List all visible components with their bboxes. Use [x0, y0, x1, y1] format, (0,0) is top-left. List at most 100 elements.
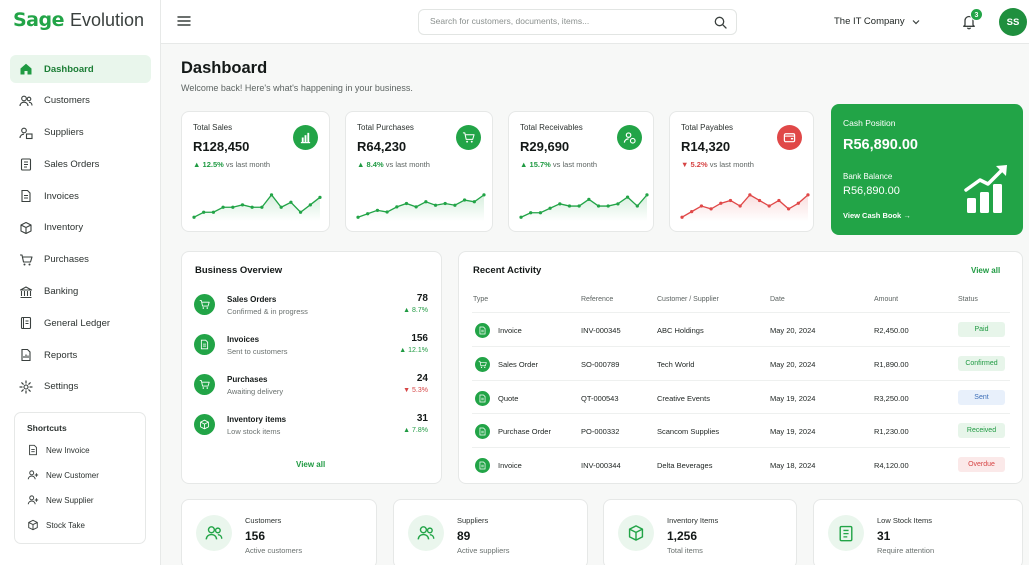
- kpi-change-value: 8.4%: [366, 160, 384, 169]
- app-logo[interactable]: Sage Evolution: [13, 9, 144, 35]
- sidebar-item-purchases[interactable]: Purchases: [10, 246, 151, 274]
- sidebar-item-dashboard[interactable]: Dashboard: [10, 55, 151, 83]
- row-party: Scancom Supplies: [657, 427, 720, 437]
- sidebar-item-reports[interactable]: Reports: [10, 341, 151, 369]
- menu-icon[interactable]: [177, 14, 191, 28]
- table-row[interactable]: Sales Order SO-000789 Tech World May 20, 20…: [472, 345, 1010, 380]
- stat-card-customers[interactable]: Customers 156 Active customers: [181, 499, 377, 565]
- box-icon: [618, 515, 654, 551]
- table-row[interactable]: Invoice INV-000345 ABC Holdings May 20, 202…: [472, 312, 1010, 346]
- sparkline-point: [404, 201, 409, 206]
- row-type: Quote: [498, 393, 519, 403]
- sparkline-point: [414, 205, 418, 209]
- sidebar-item-general-ledger[interactable]: General Ledger: [10, 309, 151, 337]
- clipboard-icon: [828, 515, 864, 551]
- clipboard-icon: [19, 157, 33, 171]
- wallet-icon: [777, 125, 802, 150]
- table-row[interactable]: Quote QT-000543 Creative Events May 19, 202…: [472, 379, 1010, 414]
- home-icon: [19, 62, 33, 76]
- row-reference[interactable]: PO-000332: [581, 427, 620, 437]
- page-subtitle: Welcome back! Here's what's happening in…: [181, 83, 413, 93]
- status-badge: Received: [958, 423, 1005, 439]
- logo-mark: Sage: [13, 9, 65, 31]
- stat-title: Suppliers: [457, 516, 489, 525]
- row-reference[interactable]: INV-000345: [581, 326, 621, 335]
- shortcut-stock-take[interactable]: Stock Take: [27, 517, 145, 533]
- sparkline-point: [548, 206, 552, 210]
- sparkline-point: [616, 202, 620, 206]
- sidebar-item-inventory[interactable]: Inventory: [10, 214, 151, 242]
- overview-view-all-link[interactable]: View all: [296, 460, 326, 469]
- top-bar: The IT Company 3 SS: [161, 0, 1029, 44]
- sparkline-point: [587, 197, 591, 201]
- sidebar-item-sales-orders[interactable]: Sales Orders: [10, 150, 151, 178]
- kpi-card-total-purchases[interactable]: Total Purchases R64,230 ▲ 8.4% vs last mon…: [345, 111, 493, 232]
- sidebar-item-label: Inventory: [44, 222, 84, 234]
- row-reference[interactable]: SO-000789: [581, 359, 620, 369]
- sidebar-item-customers[interactable]: Customers: [10, 87, 151, 115]
- stat-card-inventory-items[interactable]: Inventory Items 1,256 Total items: [603, 499, 797, 565]
- row-reference[interactable]: QT-000543: [581, 393, 619, 403]
- kpi-change-value: 15.7%: [529, 160, 551, 169]
- row-amount: R1,230.00: [874, 427, 909, 437]
- overview-row-subtitle: Sent to customers: [227, 347, 288, 356]
- table-row[interactable]: Purchase Order PO-000332 Scancom Supplies M…: [472, 413, 1010, 447]
- view-cash-book-link[interactable]: View Cash Book →: [843, 211, 911, 220]
- column-header-date[interactable]: Date: [770, 296, 785, 303]
- status-badge: Overdue: [958, 457, 1005, 473]
- row-reference[interactable]: INV-000344: [581, 461, 621, 471]
- column-header-reference[interactable]: Reference: [581, 296, 614, 303]
- sparkline-point: [221, 205, 225, 209]
- overview-row-change: ▲ 12.1%: [399, 347, 428, 354]
- row-party: Tech World: [657, 359, 695, 369]
- company-selector[interactable]: The IT Company: [834, 16, 920, 27]
- sidebar-item-suppliers[interactable]: Suppliers: [10, 119, 151, 147]
- shortcut-label: New Supplier: [46, 495, 94, 505]
- shortcuts-panel: Shortcuts New Invoice New Customer New Sup…: [14, 412, 146, 544]
- overview-row-purchases[interactable]: Purchases Awaiting delivery 24 ▼ 5.3%: [194, 371, 428, 401]
- row-type: Invoice: [498, 461, 522, 471]
- kpi-card-total-sales[interactable]: Total Sales R128,450 ▲ 12.5% vs last month: [181, 111, 330, 232]
- overview-row-title: Sales Orders: [227, 295, 277, 304]
- cart-icon: [475, 356, 490, 372]
- kpi-change-suffix: vs last month: [552, 160, 598, 169]
- stat-card-suppliers[interactable]: Suppliers 89 Active suppliers: [393, 499, 588, 565]
- column-header-customer-supplier[interactable]: Customer / Supplier: [657, 296, 719, 303]
- column-header-status[interactable]: Status: [958, 296, 978, 303]
- sparkline-point: [356, 215, 360, 219]
- sparkline-point: [596, 204, 601, 208]
- sparkline-point: [202, 210, 206, 214]
- document-icon: [475, 390, 490, 406]
- kpi-card-total-receivables[interactable]: Total Receivables R29,690 ▲ 15.7% vs last …: [508, 111, 654, 232]
- shortcut-new-invoice[interactable]: New Invoice: [27, 442, 145, 458]
- column-header-amount[interactable]: Amount: [874, 296, 899, 303]
- search-icon[interactable]: [714, 16, 727, 29]
- status-badge: Paid: [958, 322, 1005, 337]
- overview-row-value: 78: [416, 293, 428, 304]
- kpi-card-total-payables[interactable]: Total Payables R14,320 ▼ 5.2% vs last mont…: [669, 111, 814, 232]
- kpi-change-value: 5.2%: [690, 160, 708, 169]
- sidebar-item-label: Settings: [44, 381, 79, 393]
- sidebar-item-invoices[interactable]: Invoices: [10, 182, 151, 210]
- overview-row-sales-orders[interactable]: Sales Orders Confirmed & in progress 78 ▲ 8…: [194, 291, 428, 321]
- business-overview-title: Business Overview: [195, 265, 283, 276]
- sidebar-item-label: Suppliers: [44, 127, 84, 139]
- kpi-change: ▼ 5.2% vs last month: [681, 160, 754, 169]
- shortcut-new-supplier[interactable]: New Supplier: [27, 492, 145, 508]
- search-box[interactable]: [418, 9, 737, 35]
- column-header-type[interactable]: Type: [473, 296, 489, 303]
- overview-row-inventory-items[interactable]: Inventory items Low stock items 31 ▲ 7.8%: [194, 411, 428, 441]
- stat-card-low-stock-items[interactable]: Low Stock Items 31 Require attention: [813, 499, 1023, 565]
- table-row[interactable]: Invoice INV-000344 Delta Beverages May 18, …: [472, 447, 1010, 481]
- document-icon: [194, 334, 215, 355]
- avatar[interactable]: SS: [999, 8, 1027, 36]
- shortcut-new-customer[interactable]: New Customer: [27, 467, 145, 483]
- overview-row-invoices[interactable]: Invoices Sent to customers 156 ▲ 12.1%: [194, 331, 428, 361]
- kpi-sparkline: [192, 193, 322, 222]
- activity-view-all-link[interactable]: View all: [971, 266, 1001, 275]
- sparkline-point: [606, 204, 610, 208]
- sidebar-item-banking[interactable]: Banking: [10, 278, 151, 306]
- sidebar-item-settings[interactable]: Settings: [10, 373, 151, 401]
- shortcuts-title: Shortcuts: [27, 423, 67, 433]
- search-input[interactable]: [430, 16, 700, 26]
